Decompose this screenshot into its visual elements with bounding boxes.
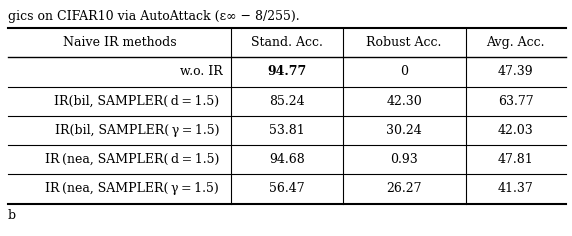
Text: w.o. IR: w.o. IR	[180, 65, 223, 78]
Text: 42.03: 42.03	[498, 124, 534, 137]
Text: 0: 0	[400, 65, 408, 78]
Text: 41.37: 41.37	[498, 182, 534, 195]
Text: 94.77: 94.77	[267, 65, 307, 78]
Text: 47.39: 47.39	[498, 65, 534, 78]
Text: IR (nea, SAMPLER( γ = 1.5): IR (nea, SAMPLER( γ = 1.5)	[45, 182, 223, 195]
Text: 94.68: 94.68	[269, 153, 305, 166]
Text: IR(bil, SAMPLER( γ = 1.5): IR(bil, SAMPLER( γ = 1.5)	[55, 124, 223, 137]
Text: 47.81: 47.81	[498, 153, 534, 166]
Text: 42.30: 42.30	[386, 95, 422, 108]
Text: 56.47: 56.47	[269, 182, 305, 195]
Text: 0.93: 0.93	[390, 153, 418, 166]
Text: IR (nea, SAMPLER( d = 1.5): IR (nea, SAMPLER( d = 1.5)	[45, 153, 223, 166]
Text: 26.27: 26.27	[387, 182, 422, 195]
Text: 63.77: 63.77	[498, 95, 534, 108]
Text: 85.24: 85.24	[269, 95, 305, 108]
Text: 53.81: 53.81	[269, 124, 305, 137]
Text: Stand. Acc.: Stand. Acc.	[251, 36, 323, 49]
Text: IR(bil, SAMPLER( d = 1.5): IR(bil, SAMPLER( d = 1.5)	[54, 95, 223, 108]
Text: b: b	[8, 209, 16, 222]
Text: gics on CIFAR10 via AutoAttack (ε∞ − 8/255).: gics on CIFAR10 via AutoAttack (ε∞ − 8/2…	[8, 10, 300, 23]
Text: Naive IR methods: Naive IR methods	[63, 36, 176, 49]
Text: Avg. Acc.: Avg. Acc.	[487, 36, 545, 49]
Text: 30.24: 30.24	[386, 124, 422, 137]
Text: Robust Acc.: Robust Acc.	[367, 36, 442, 49]
